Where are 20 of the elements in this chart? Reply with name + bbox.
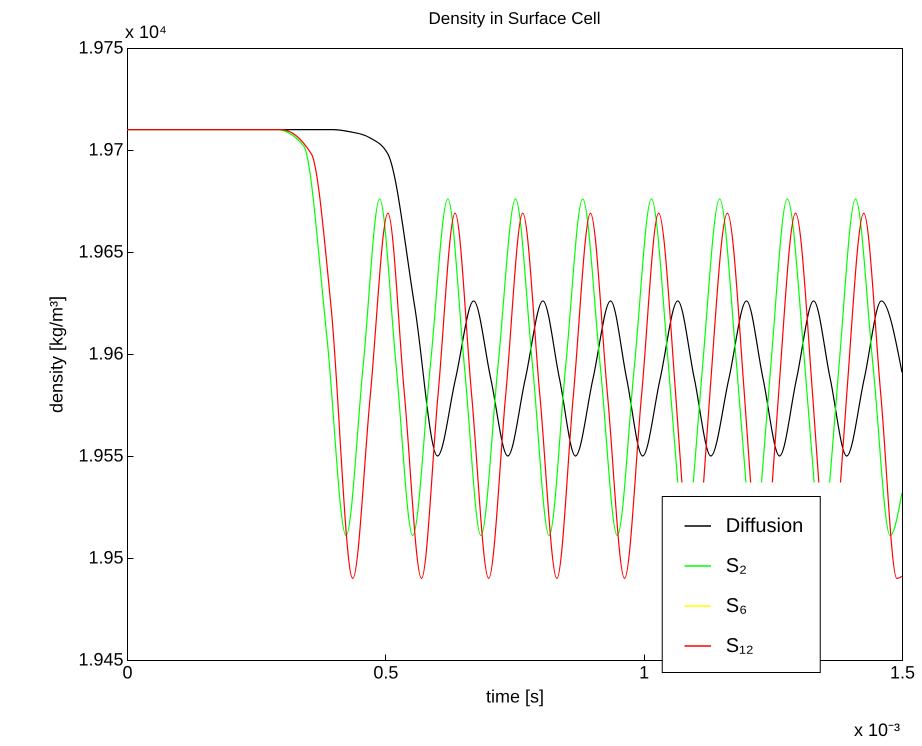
text: x 10⁻³ <box>854 720 900 740</box>
x-tick-label: 0 <box>122 662 133 682</box>
y-axis-title: density [kg/m³] <box>46 296 66 414</box>
y-tick-label: 1.95 <box>88 548 124 568</box>
y-tick-label: 1.945 <box>78 650 124 670</box>
y-tick-label: 1.96 <box>88 344 124 364</box>
x-tick-label: 1 <box>639 662 650 682</box>
y-tick-label: 1.955 <box>78 446 124 466</box>
legend-label: Diffusion <box>726 514 804 537</box>
y-tick-label: 1.975 <box>78 38 124 58</box>
legend-label: S₂ <box>726 554 747 577</box>
x-tick-label: 1.5 <box>890 662 916 682</box>
y-tick-label: 1.965 <box>78 242 124 262</box>
legend-label: S₆ <box>726 594 748 617</box>
text: x 10⁴ <box>125 22 167 42</box>
x-axis-title: time [s] <box>486 686 544 706</box>
x-tick-label: 0.5 <box>373 662 398 682</box>
y-tick-label: 1.97 <box>88 140 124 160</box>
legend-label: S₁₂ <box>726 634 754 657</box>
chart-title: Density in Surface Cell <box>428 9 600 28</box>
